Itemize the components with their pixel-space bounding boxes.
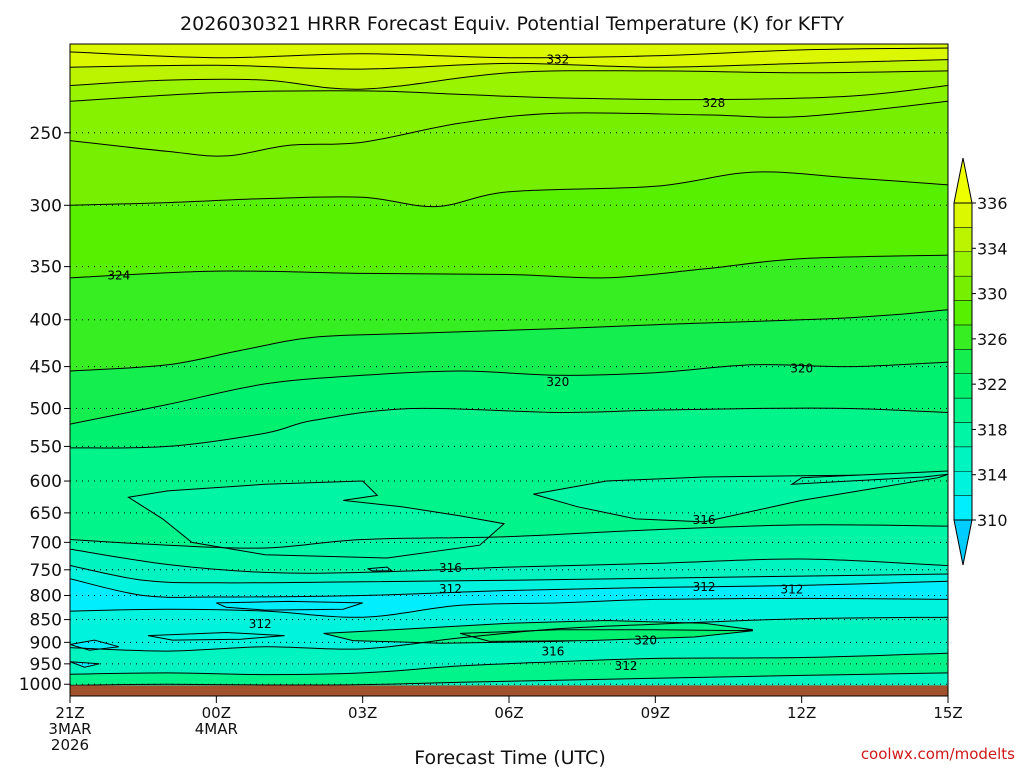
colorbar-swatch [953, 470, 973, 496]
contour-line [70, 672, 948, 686]
x-tick-label: 00Z 4MAR [195, 704, 238, 738]
colorbar-label: 322 [977, 375, 1008, 394]
contour-pocket [533, 473, 948, 523]
colorbar-label: 310 [977, 511, 1008, 530]
colorbar-label: 314 [977, 466, 1008, 485]
credit-text: coolwx.com/modelts [861, 745, 1015, 763]
colorbar-swatch [953, 227, 973, 253]
contour-line [70, 309, 948, 372]
contour-line [70, 565, 948, 584]
contour-pocket [70, 661, 100, 668]
contour-label: 332 [546, 53, 569, 67]
contour-label: 312 [780, 582, 803, 596]
contour-label: 316 [439, 561, 462, 575]
y-tick-label: 950 [30, 655, 62, 675]
contour-label: 320 [634, 634, 657, 648]
y-tick-label: 600 [30, 472, 62, 492]
x-tick-label: 03Z [348, 704, 377, 722]
plot-area [70, 44, 948, 696]
contour-label: 324 [107, 269, 130, 283]
colorbar-swatch [953, 251, 973, 277]
contour-line [70, 616, 948, 652]
colorbar-swatch [953, 495, 973, 521]
x-tick-label: 06Z [494, 704, 523, 722]
contour-label: 312 [693, 580, 716, 594]
contour-pocket [147, 631, 285, 641]
x-tick-label: 21Z 3MAR 2026 [48, 704, 91, 754]
colorbar-label: 336 [977, 194, 1008, 213]
y-tick-label: 250 [30, 124, 62, 144]
colorbar: 336 334 330 326 322 318 314 310 [953, 157, 1008, 566]
y-tick-label: 1000 [19, 675, 62, 695]
y-tick-label: 300 [30, 196, 62, 216]
contour-label: 312 [615, 659, 638, 673]
colorbar-swatch [953, 397, 973, 423]
contour-line [70, 407, 948, 449]
colorbar-swatch [953, 202, 973, 228]
chart-title: 2026030321 HRRR Forecast Equiv. Potentia… [180, 13, 844, 35]
y-tick-label: 550 [30, 437, 62, 457]
colorbar-label: 318 [977, 420, 1008, 439]
x-tick-label: 12Z [787, 704, 816, 722]
y-tick-label: 750 [30, 561, 62, 581]
contour-label: 316 [541, 645, 564, 659]
colorbar-label: 330 [977, 285, 1008, 304]
x-tick-label: 09Z [641, 704, 670, 722]
y-tick-label: 350 [30, 258, 62, 278]
ground-surface [70, 685, 948, 696]
contour-line [70, 597, 948, 618]
contour-line [70, 524, 948, 549]
contour-line [70, 171, 948, 208]
contour-label: 312 [439, 582, 462, 596]
colorbar-swatch [953, 275, 973, 301]
x-tick-label: 15Z [933, 704, 962, 722]
contour-line [70, 47, 948, 59]
y-tick-label: 900 [30, 633, 62, 653]
contour-lines [70, 47, 948, 686]
y-tick-label: 400 [30, 311, 62, 331]
contour-pocket [216, 600, 363, 611]
contour-line [70, 361, 948, 425]
contour-line [70, 578, 948, 598]
contour-label: 316 [693, 513, 716, 527]
colorbar-min-arrow [953, 519, 973, 566]
contour-line [70, 100, 948, 157]
contour-label: 328 [702, 96, 725, 110]
y-tick-label: 800 [30, 586, 62, 606]
y-tick-label: 850 [30, 611, 62, 631]
contour-pocket [460, 629, 753, 642]
colorbar-swatch [953, 446, 973, 472]
colorbar-label: 334 [977, 239, 1008, 258]
colorbar-swatch [953, 324, 973, 350]
contour-line [70, 548, 948, 574]
contour-label: 320 [790, 361, 813, 375]
colorbar-max-arrow [953, 157, 973, 204]
x-axis-title: Forecast Time (UTC) [414, 747, 605, 768]
contour-line [70, 70, 948, 90]
pressure-gridlines [70, 132, 948, 685]
colorbar-swatch [953, 422, 973, 448]
y-tick-label: 700 [30, 533, 62, 553]
contour-label: 320 [546, 375, 569, 389]
y-tick-label: 450 [30, 358, 62, 378]
contour-line [70, 59, 948, 70]
contour-line [70, 652, 948, 676]
y-tick-label: 500 [30, 400, 62, 420]
contour-label: 312 [249, 617, 272, 631]
x-axis: 21Z 3MAR 2026 00Z 4MAR 03Z 06Z 09Z 12Z 15Z [48, 696, 963, 754]
colorbar-swatch [953, 349, 973, 374]
contour-labels: 332 328 324 320 320 316 316 312 312 312 312 320 316 3… [107, 53, 813, 673]
y-tick-label: 650 [30, 504, 62, 524]
colorbar-label: 326 [977, 330, 1008, 349]
colorbar-swatch [953, 373, 973, 399]
colorbar-frame [953, 202, 973, 521]
contour-line [70, 254, 948, 279]
contour-line [70, 85, 948, 102]
colorbar-swatch [953, 300, 973, 326]
